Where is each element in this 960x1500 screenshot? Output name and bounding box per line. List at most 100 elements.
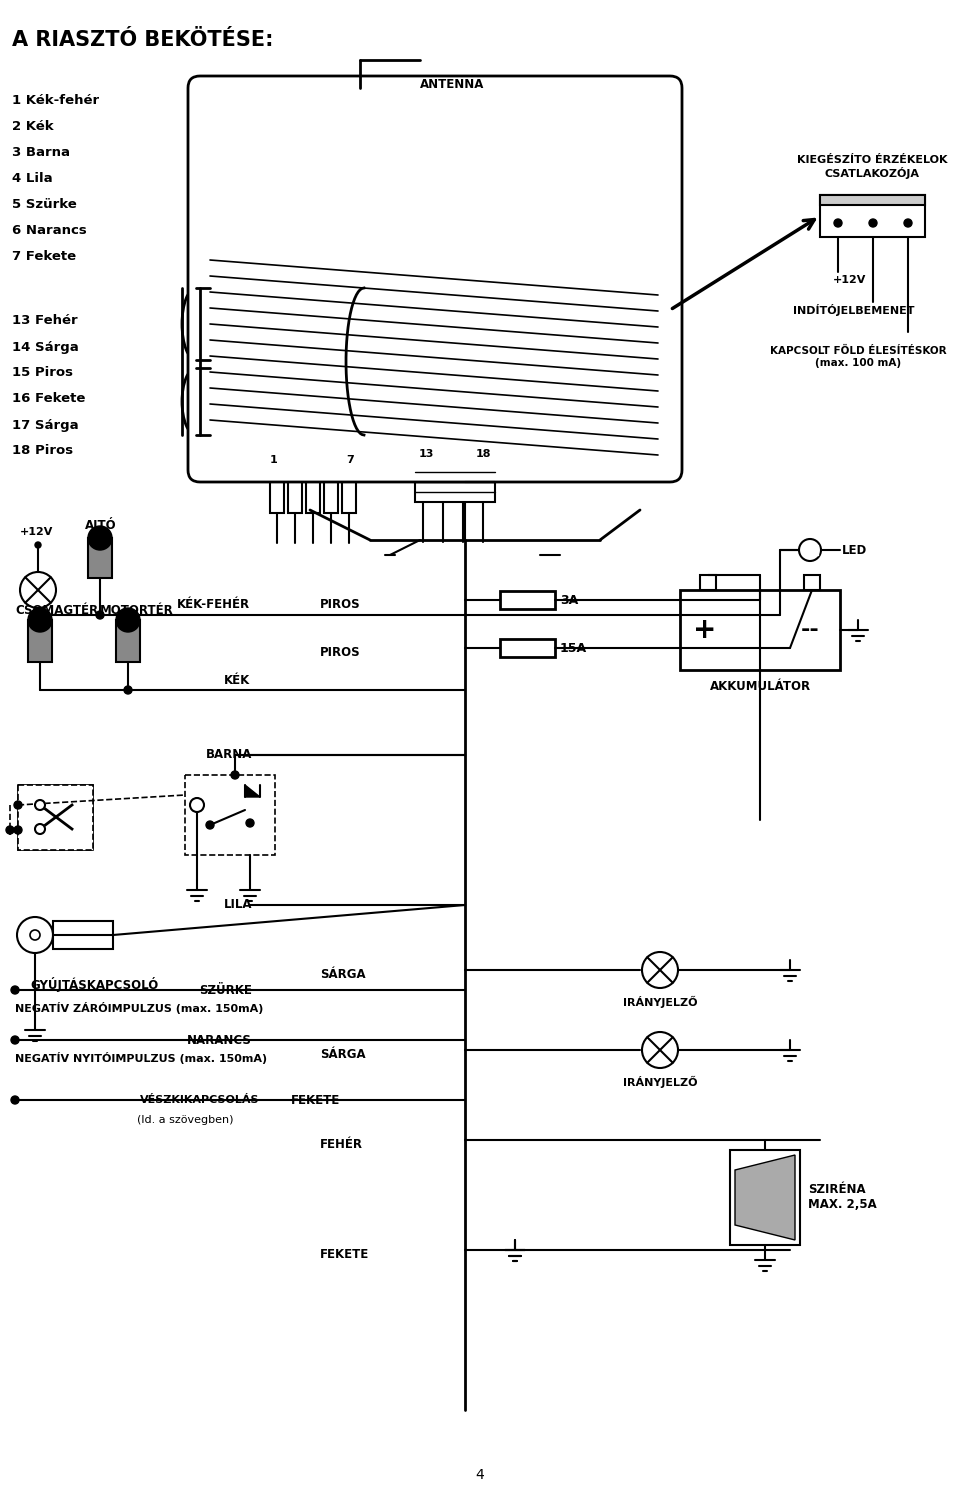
Bar [415,462,495,503]
Text: +: + [693,616,717,644]
Bar [500,591,555,609]
Polygon shape [735,1155,795,1240]
Bar [804,574,820,590]
Text: KAPCSOLT FÖLD ÉLESÍTÉSKOR
(max. 100 mA): KAPCSOLT FÖLD ÉLESÍTÉSKOR (max. 100 mA) [770,346,947,368]
Text: LILA: LILA [224,898,252,912]
Bar [28,620,52,662]
Circle shape [96,610,104,620]
Bar [820,195,925,237]
Circle shape [14,827,22,834]
Bar [306,468,320,513]
Text: KÉK-FEHÉR: KÉK-FEHÉR [177,598,250,612]
Text: GYÚJTÁSKAPCSOLÓ: GYÚJTÁSKAPCSOLÓ [30,978,158,993]
Text: FEKETE: FEKETE [320,1248,370,1260]
Circle shape [11,1036,19,1044]
Text: 5 Szürke: 5 Szürke [12,198,77,210]
Circle shape [834,219,842,226]
Circle shape [246,819,254,827]
Text: SZIRÉNA
MAX. 2,5A: SZIRÉNA MAX. 2,5A [808,1184,876,1210]
Circle shape [11,1096,19,1104]
Text: 1 Kék-fehér: 1 Kék-fehér [12,93,99,106]
Circle shape [88,526,112,550]
Text: SZÜRKE: SZÜRKE [199,984,252,996]
Circle shape [124,686,132,694]
Bar [820,195,925,206]
Text: 4 Lila: 4 Lila [12,171,53,184]
Text: 18: 18 [475,448,491,459]
Circle shape [28,608,52,631]
Bar [18,784,93,850]
Text: 13 Fehér: 13 Fehér [12,315,78,327]
Text: KIEGÉSZÍTO ÉRZÉKELOK
CSATLAKOZÓJA: KIEGÉSZÍTO ÉRZÉKELOK CSATLAKOZÓJA [797,154,948,178]
Text: 6 Narancs: 6 Narancs [12,224,86,237]
Bar [500,639,555,657]
Text: FEHÉR: FEHÉR [320,1137,363,1150]
Text: +12V: +12V [20,526,54,537]
Text: 3A: 3A [560,594,578,606]
Text: PIROS: PIROS [320,597,361,610]
Bar [185,776,275,855]
Bar [270,468,284,513]
Text: IRÁNYJELZŐ: IRÁNYJELZŐ [623,996,697,1008]
Circle shape [35,542,41,548]
Text: ANTENNA: ANTENNA [420,78,485,92]
Text: (ld. a szövegben): (ld. a szövegben) [136,1114,233,1125]
Text: LED: LED [842,543,867,556]
Circle shape [35,824,45,834]
Circle shape [6,827,14,834]
Bar [116,620,140,662]
Bar [680,590,840,670]
Text: +12V: +12V [833,274,866,285]
Bar [53,921,113,950]
Text: 2 Kék: 2 Kék [12,120,54,132]
Bar [342,468,356,513]
Text: 4: 4 [475,1468,485,1482]
Bar [88,538,112,578]
Text: 16 Fekete: 16 Fekete [12,393,85,405]
Text: 13: 13 [419,448,434,459]
Bar [324,468,338,513]
Text: IRÁNYJELZŐ: IRÁNYJELZŐ [623,1076,697,1088]
Bar [802,544,818,555]
Text: 15 Piros: 15 Piros [12,366,73,380]
Circle shape [869,219,877,226]
Circle shape [116,608,140,631]
Text: A RIASZTÓ BEKÖTÉSE:: A RIASZTÓ BEKÖTÉSE: [12,30,274,50]
Text: PIROS: PIROS [320,645,361,658]
Text: SÁRGA: SÁRGA [320,1047,366,1060]
Circle shape [11,986,19,994]
Text: 7: 7 [347,454,354,465]
Bar [288,468,302,513]
Polygon shape [245,784,260,796]
Circle shape [35,800,45,810]
Text: --: -- [801,620,820,640]
Text: INDÍTÓJELBEMENET: INDÍTÓJELBEMENET [793,304,915,316]
Circle shape [231,771,239,778]
Text: KÉK: KÉK [224,674,250,687]
Text: 3 Barna: 3 Barna [12,146,70,159]
Circle shape [14,801,22,808]
Bar [700,574,716,590]
Bar [18,784,93,850]
Text: VÉSZKIKAPCSOLÁS: VÉSZKIKAPCSOLÁS [140,1095,260,1106]
Circle shape [904,219,912,226]
Text: 1: 1 [270,454,277,465]
FancyBboxPatch shape [188,76,682,482]
Text: NARANCS: NARANCS [187,1034,252,1047]
Text: NEGATÍV NYITÓIMPULZUS (max. 150mA): NEGATÍV NYITÓIMPULZUS (max. 150mA) [15,1052,267,1064]
Text: SÁRGA: SÁRGA [320,968,366,981]
Text: BARNA: BARNA [205,748,252,762]
Text: 17 Sárga: 17 Sárga [12,419,79,432]
Text: 7 Fekete: 7 Fekete [12,249,76,262]
Text: 15A: 15A [560,642,588,654]
Text: CSOMAGTÉR: CSOMAGTÉR [15,603,98,616]
Text: 14 Sárga: 14 Sárga [12,340,79,354]
Text: MOTORTÉR: MOTORTÉR [100,603,174,616]
Text: 18 Piros: 18 Piros [12,444,73,458]
Circle shape [206,821,214,830]
Text: NEGATÍV ZÁRÓIMPULZUS (max. 150mA): NEGATÍV ZÁRÓIMPULZUS (max. 150mA) [15,1002,263,1014]
Bar [730,1150,800,1245]
Text: AJTÓ: AJTÓ [85,518,116,532]
Text: FEKETE: FEKETE [291,1094,340,1107]
Text: AKKUMULÁTOR: AKKUMULÁTOR [709,680,810,693]
